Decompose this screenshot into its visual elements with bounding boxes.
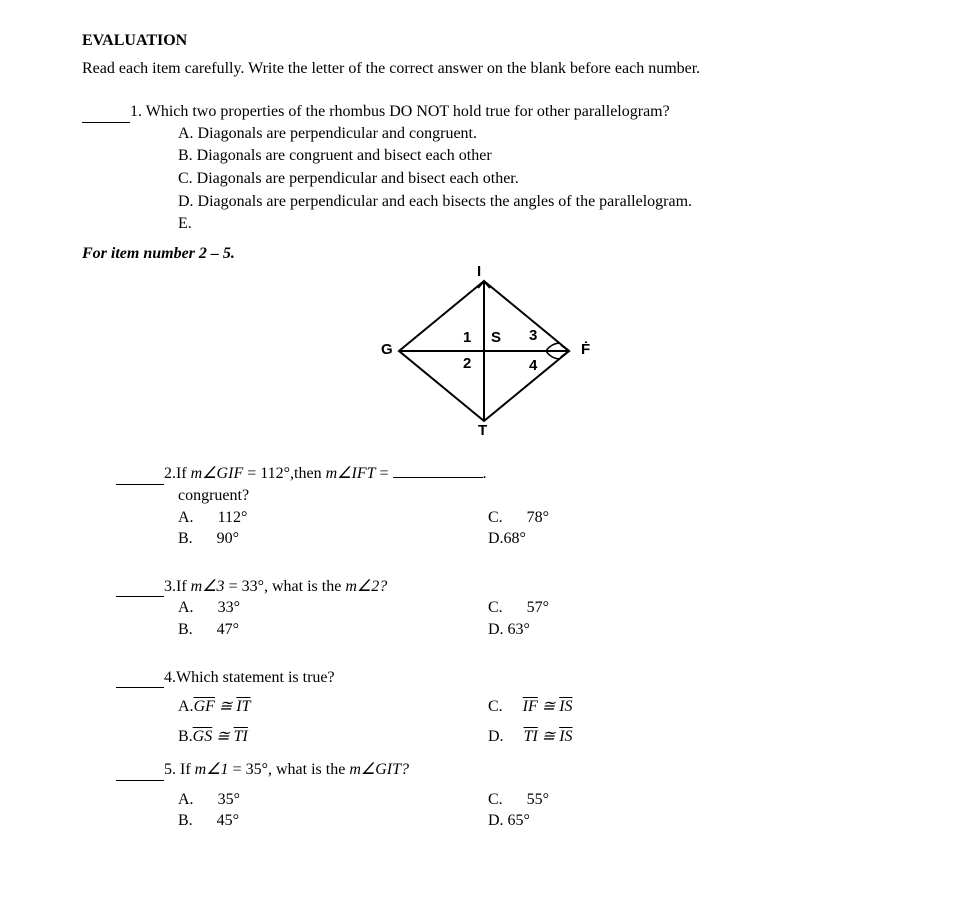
q3-C: C. (488, 599, 503, 616)
answer-blank (82, 107, 130, 123)
q5-stem: 5. If m∠1 = 35°, what is the m∠GIT? (164, 759, 409, 781)
q3-D: D. 63° (488, 621, 530, 638)
label-1: 1 (463, 328, 471, 348)
q1-stem: 1. Which two properties of the rhombus D… (130, 101, 670, 123)
answer-blank (116, 469, 164, 485)
q1-opt-c: C. Diagonals are perpendicular and bisec… (178, 168, 886, 190)
q5-A: A. (178, 791, 194, 808)
label-I: I (477, 262, 481, 282)
label-4: 4 (529, 356, 537, 376)
label-S: S (491, 328, 501, 348)
question-3: 3.If m∠3 = 33°, what is the m∠2? A. 33° … (82, 576, 886, 641)
label-2: 2 (463, 354, 471, 374)
q2-D: D.68° (488, 530, 526, 547)
rhombus-figure: I G Ḟ T S 1 2 3 4 (82, 266, 886, 436)
q3-B: B. (178, 621, 193, 638)
question-2: 2.If m∠GIF = 112°,then m∠IFT = . congrue… (82, 462, 886, 549)
q1-opt-e: E. (178, 213, 886, 235)
label-F: Ḟ (581, 340, 590, 360)
q2-stem: 2.If m∠GIF = 112°,then m∠IFT = . (164, 462, 487, 485)
question-1: 1. Which two properties of the rhombus D… (82, 101, 886, 235)
q4-stem: 4.Which statement is true? (164, 667, 335, 689)
q2-C: C. (488, 509, 503, 526)
q1-opt-b: B. Diagonals are congruent and bisect ea… (178, 145, 886, 167)
for-items-note: For item number 2 – 5. (82, 243, 886, 265)
q2-extra: congruent? (178, 485, 886, 507)
q1-opt-a: A. Diagonals are perpendicular and congr… (178, 123, 886, 145)
instructions-text: Read each item carefully. Write the lett… (82, 58, 886, 80)
rhombus-svg (369, 266, 599, 436)
q5-A-val: 35° (218, 791, 240, 808)
q2-A: A. (178, 509, 194, 526)
q2-B: B. (178, 530, 193, 547)
q3-C-val: 57° (527, 599, 549, 616)
question-5: 5. If m∠1 = 35°, what is the m∠GIT? A. 3… (82, 759, 886, 832)
question-4: 4.Which statement is true? A.GF ≅ IT C. … (82, 667, 886, 748)
q3-stem: 3.If m∠3 = 33°, what is the m∠2? (164, 576, 387, 598)
answer-blank (116, 765, 164, 781)
answer-blank (116, 581, 164, 597)
q5-B-val: 45° (217, 812, 239, 829)
q3-A: A. (178, 599, 194, 616)
section-heading: EVALUATION (82, 30, 886, 52)
q3-B-val: 47° (217, 621, 239, 638)
q2-B-val: 90° (217, 530, 239, 547)
label-3: 3 (529, 326, 537, 346)
q3-A-val: 33° (218, 599, 240, 616)
q5-B: B. (178, 812, 193, 829)
q5-D: D. 65° (488, 812, 530, 829)
q1-opt-d: D. Diagonals are perpendicular and each … (178, 191, 886, 213)
label-T: T (478, 421, 487, 441)
q2-A-val: 112° (218, 509, 248, 526)
q5-C: C. (488, 791, 503, 808)
q5-C-val: 55° (527, 791, 549, 808)
q2-C-val: 78° (527, 509, 549, 526)
answer-blank (116, 672, 164, 688)
label-G: G (381, 340, 393, 360)
